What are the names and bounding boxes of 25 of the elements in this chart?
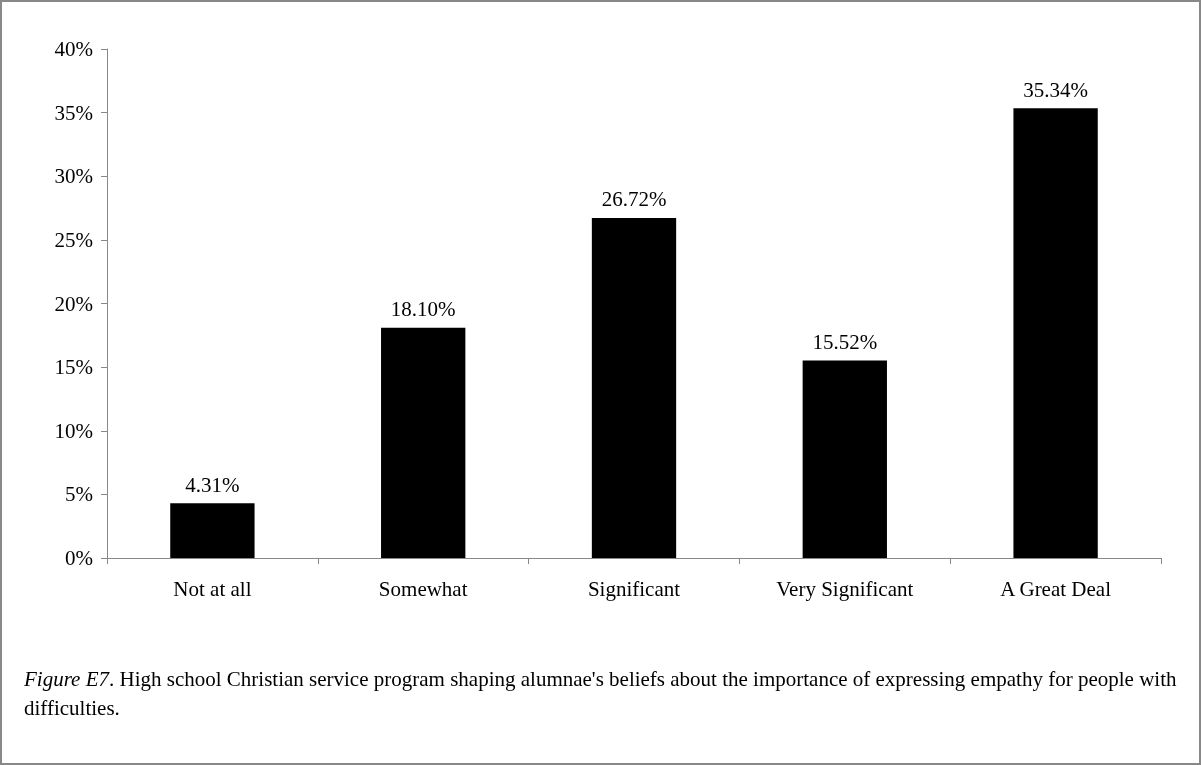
caption: Figure E7. High school Christian service program shaping alumnae's beliefs about the importance of expressing empathy for people with difficulties. [24, 666, 1178, 722]
x-tick-label: Very Significant [776, 576, 914, 601]
y-tick-label: 40% [54, 37, 93, 61]
data-label: 15.52% [812, 330, 878, 355]
data-label: 26.72% [601, 187, 667, 212]
y-tick-label: 25% [54, 227, 93, 252]
x-tick-label: Somewhat [378, 576, 468, 601]
bar [802, 360, 887, 558]
bar [1013, 108, 1098, 558]
x-tick-label: A Great Deal [1000, 576, 1112, 601]
y-tick-label: 10% [54, 418, 93, 443]
data-label: 18.10% [390, 297, 456, 322]
y-tick-label: 30% [54, 164, 93, 189]
y-tick-label: 15% [54, 355, 93, 380]
x-tick-label: Significant [587, 576, 681, 601]
data-label: 4.31% [185, 472, 240, 497]
data-label: 35.34% [1023, 77, 1088, 102]
x-tick-label: Not at all [173, 576, 252, 601]
y-tick-label: 5% [65, 482, 93, 507]
bar [381, 327, 466, 558]
y-tick-label: 0% [65, 546, 93, 570]
bar [170, 503, 255, 558]
y-tick-label: 35% [54, 100, 93, 125]
y-tick-label: 20% [54, 291, 93, 316]
bar [591, 217, 677, 558]
